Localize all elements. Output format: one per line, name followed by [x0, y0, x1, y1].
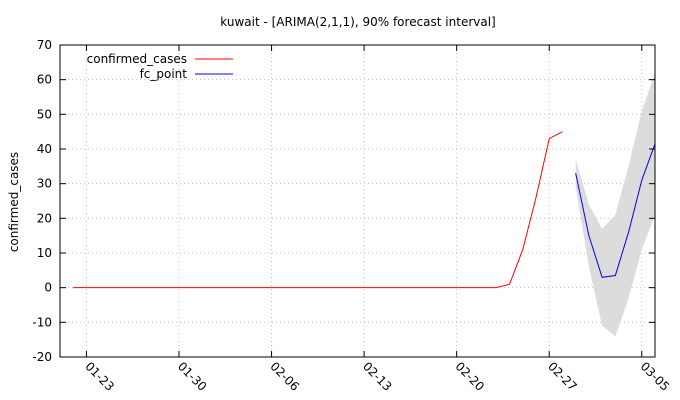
y-tick-label: 50	[37, 107, 52, 121]
series-line-fc-point	[575, 143, 656, 278]
plot-frame	[59, 44, 656, 358]
y-tick-label: 40	[37, 142, 52, 156]
x-tick-label: 03-05	[638, 359, 673, 394]
y-axis-ticks: -20 -10 0 10 20 30 40 50 60 70	[32, 38, 655, 364]
y-tick-label: 10	[37, 246, 52, 260]
x-tick-label: 01-30	[175, 359, 210, 394]
y-tick-label: 30	[37, 177, 52, 191]
y-tick-label: 20	[37, 211, 52, 225]
y-tick-label: 60	[37, 73, 52, 87]
x-tick-label: 02-06	[267, 359, 302, 394]
interval-layer	[575, 72, 655, 337]
chart-title: kuwait - [ARIMA(2,1,1), 90% forecast int…	[220, 15, 495, 29]
y-tick-label: 0	[44, 281, 52, 295]
x-tick-label: 02-13	[360, 359, 395, 394]
y-tick-label: -20	[32, 350, 52, 364]
legend-label: confirmed_cases	[87, 52, 187, 66]
series-line-confirmed-cases	[73, 131, 563, 289]
x-tick-label: 02-20	[453, 359, 488, 394]
x-tick-label: 01-23	[82, 359, 117, 394]
series-layer	[73, 131, 656, 289]
x-tick-label: 02-27	[545, 359, 580, 394]
y-tick-label: 70	[37, 38, 52, 52]
y-tick-label: -10	[32, 315, 52, 329]
legend-label: fc_point	[140, 67, 188, 81]
y-axis-label: confirmed_cases	[7, 152, 21, 252]
forecast-interval-band	[575, 72, 655, 337]
grid-layer	[60, 45, 655, 357]
